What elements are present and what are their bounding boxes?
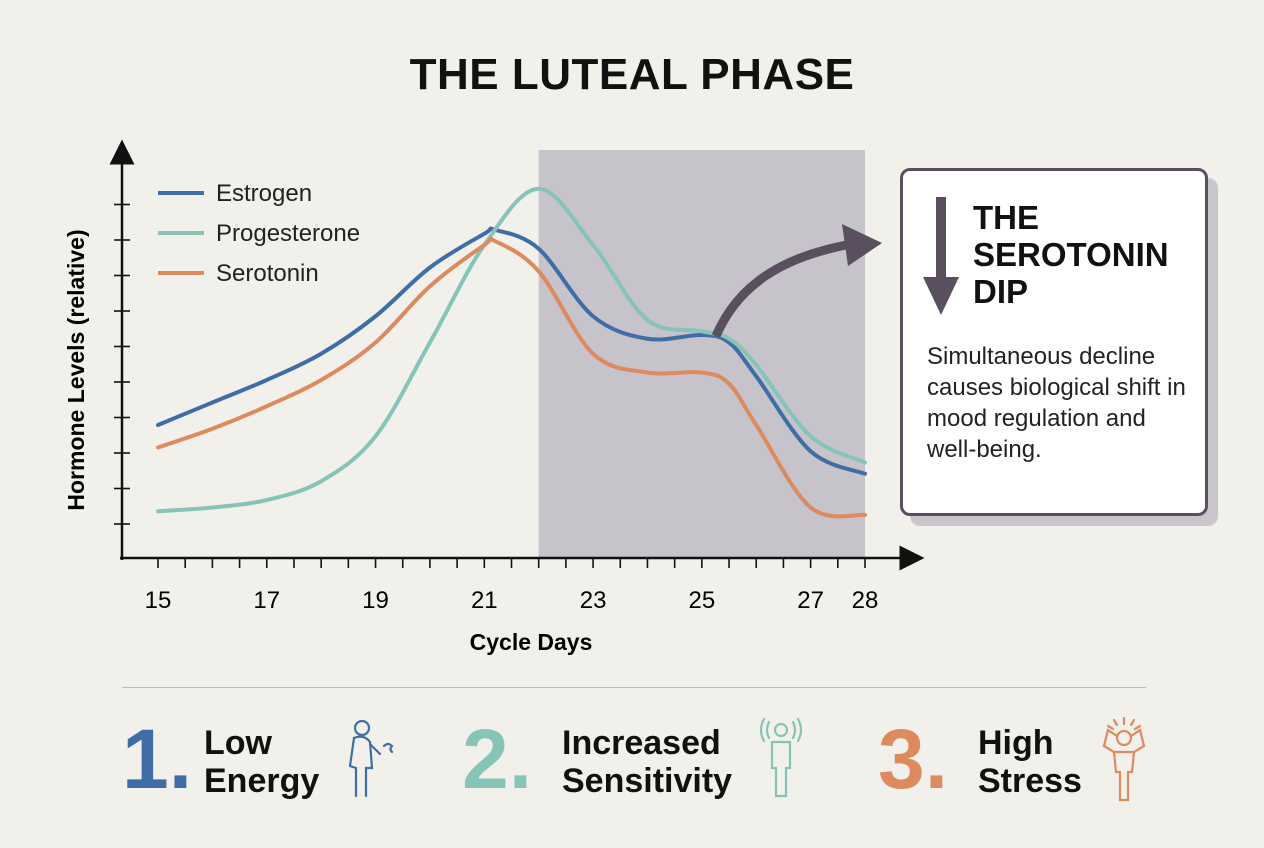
x-tick-label: 25 (688, 587, 715, 614)
x-tick-labels: 15 17 19 21 23 25 27 28 (145, 587, 879, 614)
x-tick-label: 15 (145, 587, 172, 614)
legend-label: Estrogen (216, 180, 312, 207)
callout-title: THE SEROTONIN DIP (973, 199, 1169, 310)
x-tick-label: 17 (253, 587, 280, 614)
shaded-region (538, 150, 865, 558)
stressed-person-icon (1102, 716, 1146, 802)
series-line-progesterone (156, 186, 867, 514)
x-tick-label: 21 (471, 587, 498, 614)
down-arrow-icon (923, 197, 959, 315)
x-tick-label: 27 (797, 587, 824, 614)
sensitive-person-icon (759, 717, 803, 798)
effect-number: 1. (122, 712, 193, 806)
effect-number: 3. (878, 712, 949, 806)
page-title: THE LUTEAL PHASE (409, 50, 855, 99)
x-axis-title: Cycle Days (470, 629, 593, 655)
x-tick-label: 23 (580, 587, 607, 614)
series-line-serotonin (156, 236, 867, 519)
series-line-estrogen (156, 226, 867, 476)
callout-text: Simultaneous decline causes biological s… (927, 343, 1186, 463)
legend-label: Progesterone (216, 220, 360, 247)
serotonin-dip-callout: THE SEROTONIN DIP Simultaneous decline c… (900, 168, 1208, 516)
x-tick-label: 28 (852, 587, 879, 614)
effect-label: Low Energy (204, 724, 320, 800)
effect-number: 2. (462, 712, 533, 806)
x-tick-label: 19 (362, 587, 389, 614)
legend: Estrogen Progesterone Serotonin (158, 180, 360, 287)
curved-arrow-icon (711, 239, 853, 338)
series-lines (156, 186, 867, 519)
legend-label: Serotonin (216, 260, 319, 287)
effect-label: Increased Sensitivity (562, 724, 733, 800)
axis-ticks (114, 203, 866, 568)
y-axis-title: Hormone Levels (relative) (63, 229, 89, 510)
tired-person-icon (348, 719, 394, 798)
hormone-line-chart: 15 17 19 21 23 25 27 28 Cycle Days Hormone Leve… (63, 139, 925, 655)
effect-label: High Stress (978, 724, 1082, 800)
curved-arrow-head (842, 224, 882, 266)
divider (122, 687, 1146, 688)
